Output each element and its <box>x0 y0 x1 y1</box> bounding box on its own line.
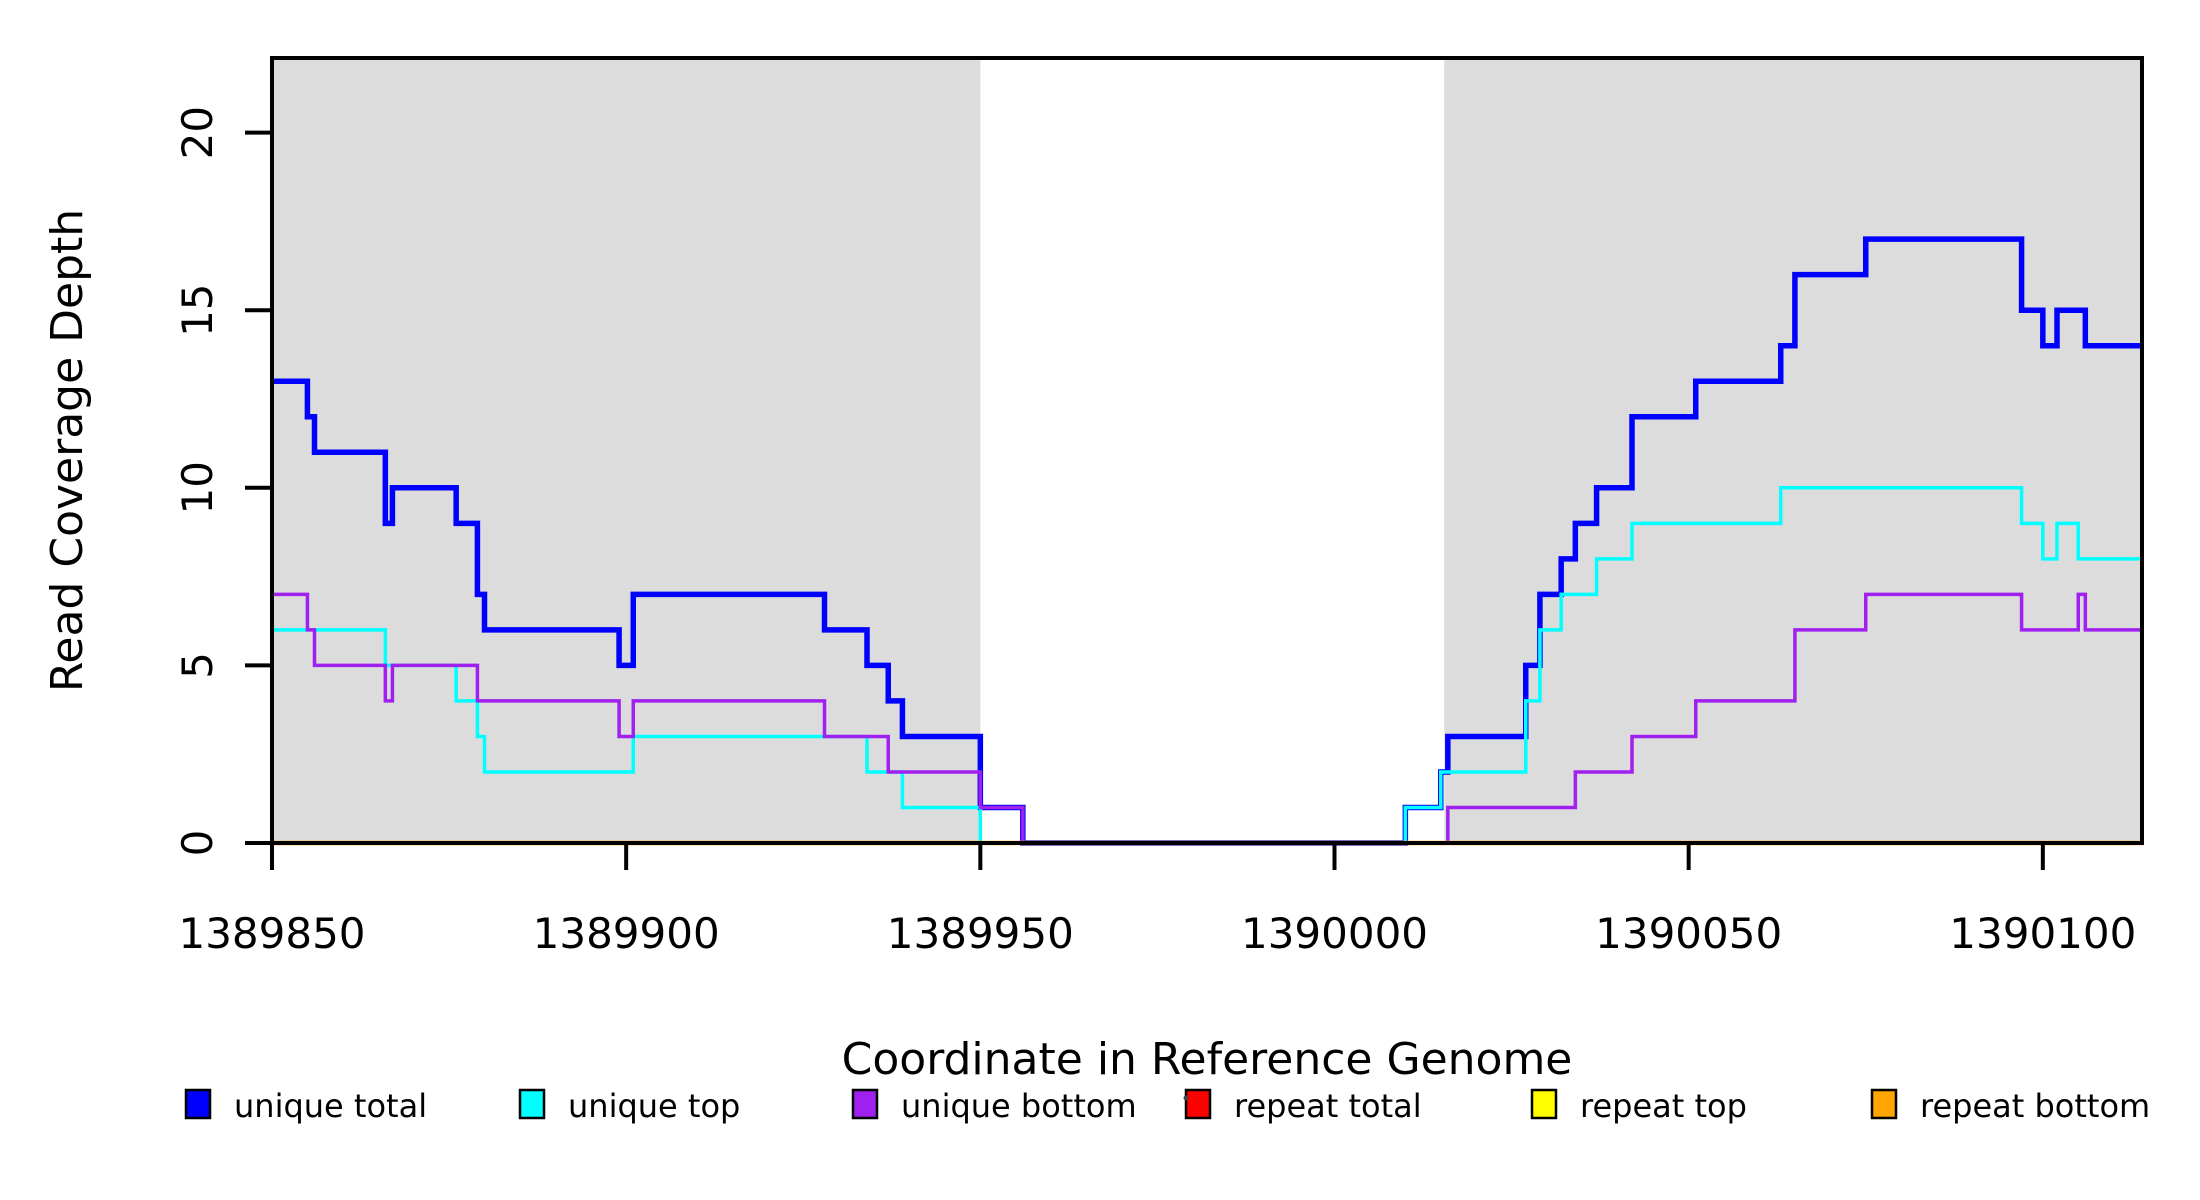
x-axis-title: Coordinate in Reference Genome <box>842 1034 1573 1085</box>
legend-label: repeat bottom <box>1920 1087 2150 1125</box>
shaded-regions <box>272 58 2142 843</box>
legend-item: repeat top <box>1530 1087 1747 1125</box>
legend: unique total unique top unique bottom repea… <box>184 1087 2150 1125</box>
legend-item: unique bottom <box>851 1087 1137 1125</box>
y-tick-label: 5 <box>173 652 222 679</box>
plot-border <box>270 56 2144 845</box>
legend-swatch-unique-total <box>184 1088 212 1120</box>
legend-swatch-unique-top <box>518 1088 546 1120</box>
x-tick-label: 1390050 <box>1595 909 1782 958</box>
y-tick-label: 20 <box>173 106 222 159</box>
axis-titles: Coordinate in Reference Genome Read Cover… <box>42 209 1572 1085</box>
series-line-unique-top <box>272 486 2142 845</box>
y-tick-label: 0 <box>173 830 222 857</box>
stray-dot <box>1183 1095 1189 1101</box>
legend-label: unique total <box>234 1087 427 1125</box>
legend-label: unique top <box>568 1087 740 1125</box>
legend-item: repeat total <box>1184 1087 1422 1125</box>
y-tick-label: 15 <box>173 283 222 336</box>
x-tick-label: 1389950 <box>887 909 1074 958</box>
x-tick-label: 1390000 <box>1241 909 1428 958</box>
legend-swatch-unique-bottom <box>851 1088 879 1120</box>
x-tick-label: 1390100 <box>1949 909 2136 958</box>
shaded-region <box>1444 58 2142 843</box>
shaded-region <box>272 58 981 843</box>
legend-swatch-repeat-top <box>1530 1088 1558 1120</box>
legend-swatch-repeat-bottom <box>1870 1088 1898 1120</box>
legend-label: repeat top <box>1580 1087 1747 1125</box>
y-axis: 0 5 10 15 20 <box>173 106 272 857</box>
legend-item: unique total <box>184 1087 427 1125</box>
legend-item: unique top <box>518 1087 740 1125</box>
x-tick-label: 1389900 <box>533 909 720 958</box>
legend-item: repeat bottom <box>1870 1087 2150 1125</box>
x-tick-label: 1389850 <box>178 909 365 958</box>
legend-label: unique bottom <box>901 1087 1137 1125</box>
legend-swatch-repeat-total <box>1184 1088 1212 1120</box>
x-axis: 1389850 1389900 1389950 1390000 1390050 13901… <box>178 843 2136 958</box>
legend-label: repeat total <box>1234 1087 1422 1125</box>
series-line-unique-bottom <box>272 592 2142 845</box>
y-tick-label: 10 <box>173 461 222 514</box>
plot-frame <box>270 56 2144 845</box>
y-axis-title: Read Coverage Depth <box>42 209 93 692</box>
